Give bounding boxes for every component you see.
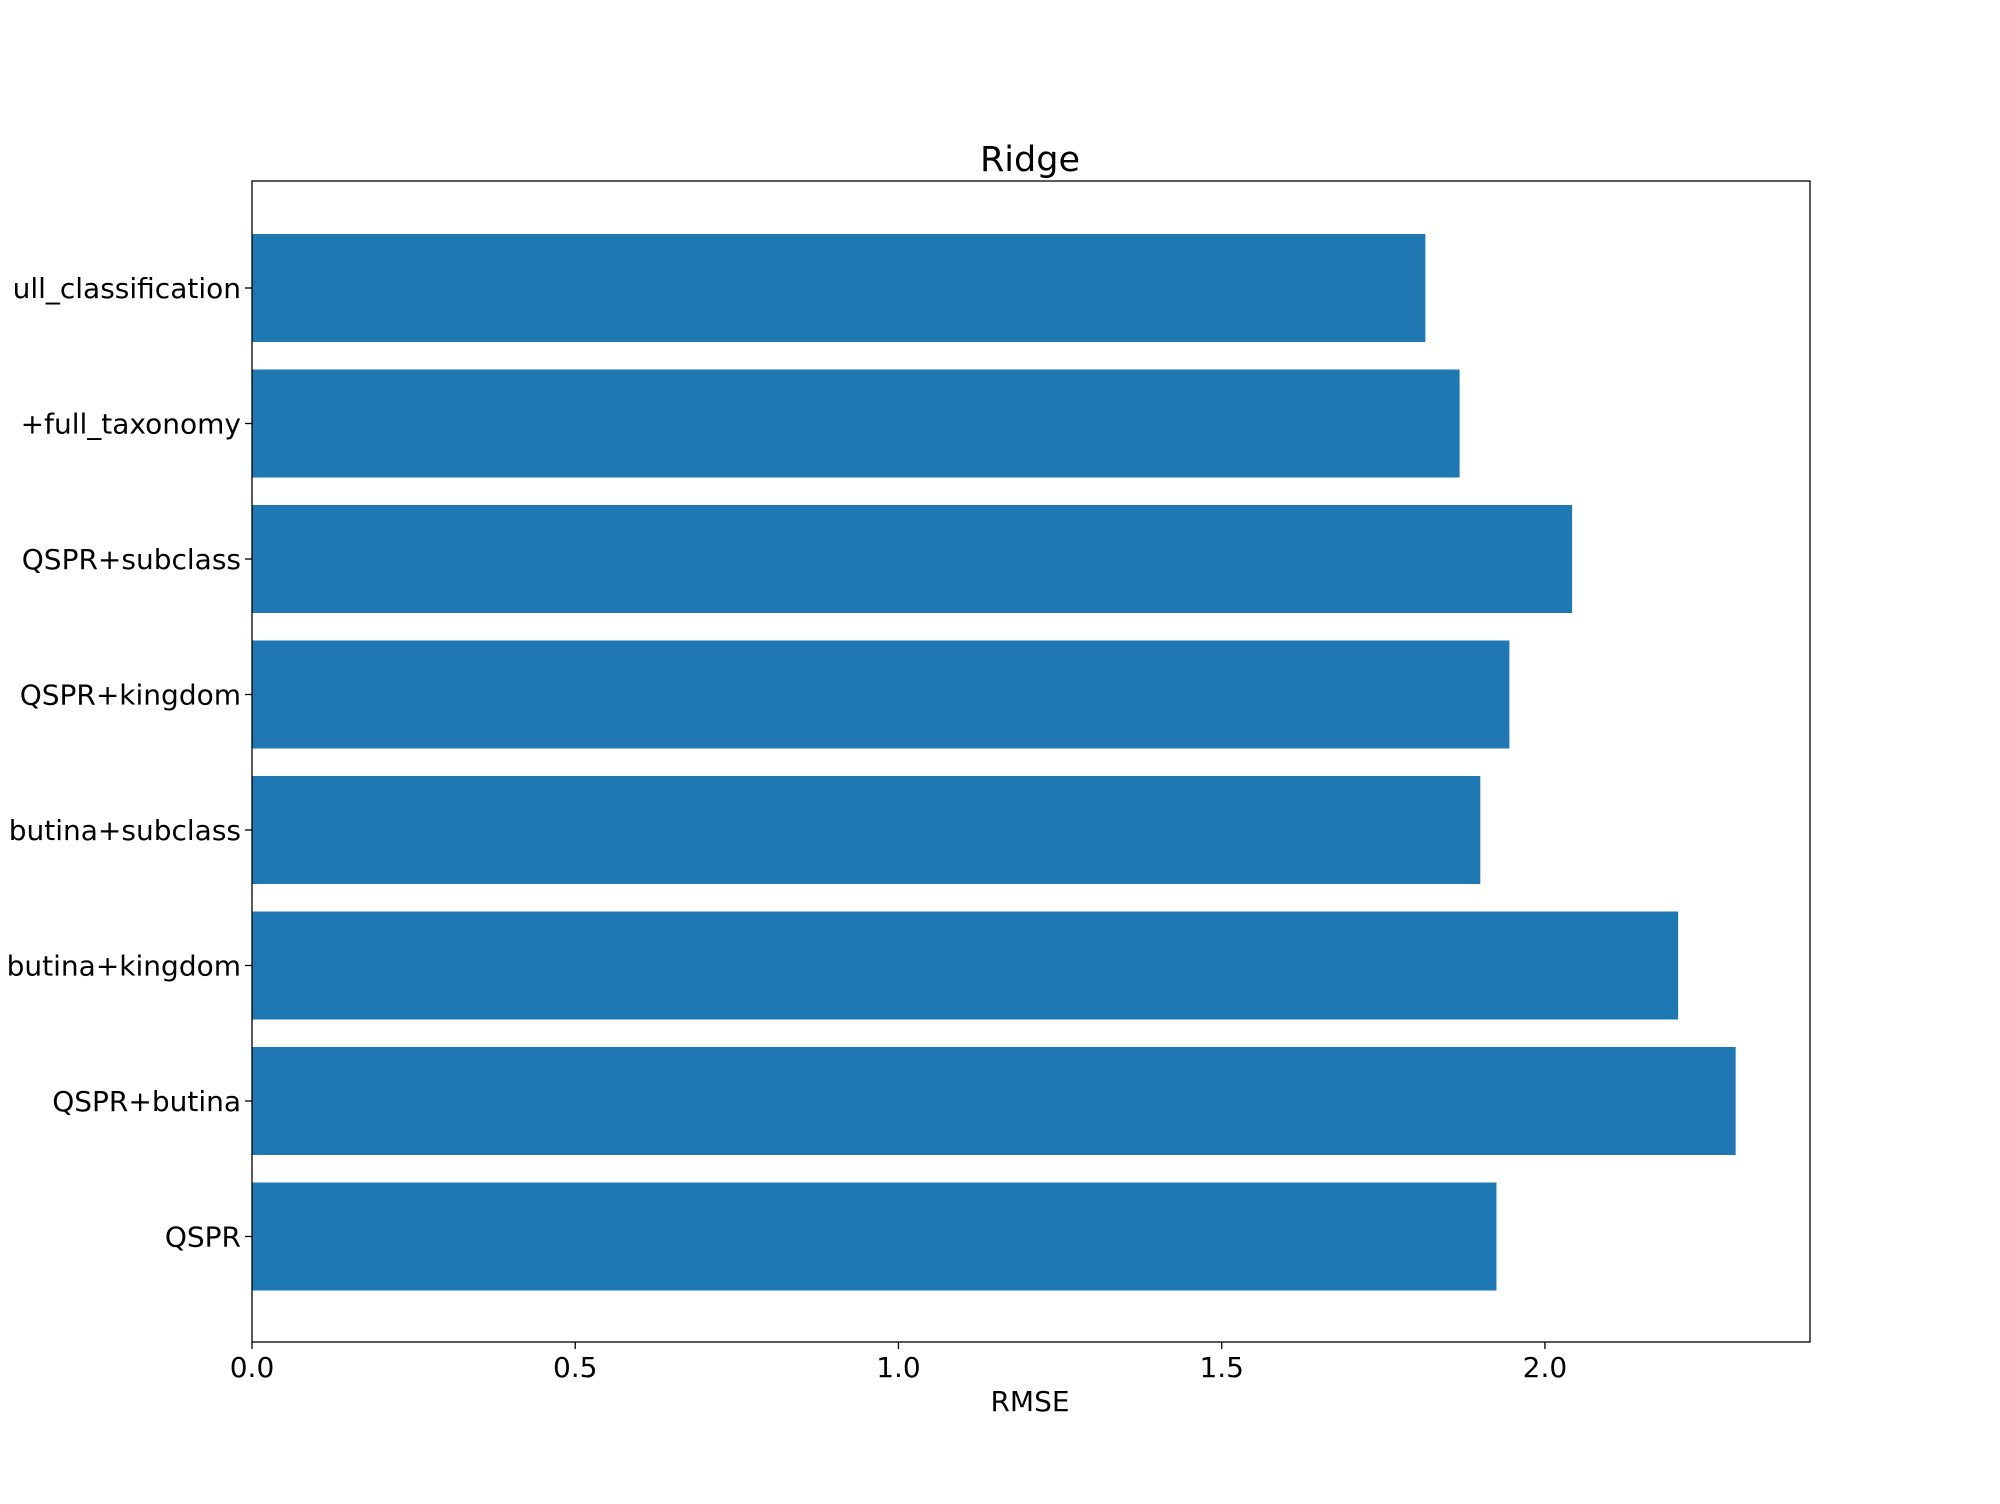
y-tick-label: QSPR	[165, 1221, 241, 1254]
y-tick-label: butina+subclass	[9, 814, 241, 847]
x-tick-label: 1.5	[1199, 1351, 1244, 1384]
bar-3	[252, 505, 1573, 613]
y-tick-label: QSPR+kingdom	[20, 679, 241, 712]
chart-title: Ridge	[980, 140, 1080, 180]
x-tick-label: 0.5	[553, 1351, 598, 1384]
x-axis-label: RMSE	[990, 1385, 1069, 1418]
bar-6	[252, 911, 1679, 1020]
bars-layer	[252, 234, 1736, 1291]
y-tick-label: QSPR+subclass	[22, 543, 241, 576]
x-tick-label: 2.0	[1523, 1351, 1568, 1384]
x-tick-label: 0.0	[230, 1351, 275, 1384]
y-tick-label: +full_taxonomy	[21, 408, 241, 441]
bar-4	[252, 640, 1510, 749]
bar-5	[252, 776, 1481, 884]
x-axis: 0.0 0.5 1.0 1.5 2.0	[230, 1342, 1567, 1384]
x-tick-label: 1.0	[876, 1351, 921, 1384]
y-axis: ull_classification +full_taxonomy QSPR+sub…	[7, 272, 252, 1254]
y-tick-label: butina+kingdom	[7, 950, 241, 983]
bar-2	[252, 369, 1460, 478]
bar-8	[252, 1182, 1497, 1291]
y-tick-label: QSPR+butina	[52, 1085, 241, 1118]
plot-frame	[251, 180, 1811, 1343]
y-tick-label: ull_classification	[13, 272, 241, 305]
bar-1	[252, 234, 1426, 342]
bar-7	[252, 1047, 1736, 1155]
